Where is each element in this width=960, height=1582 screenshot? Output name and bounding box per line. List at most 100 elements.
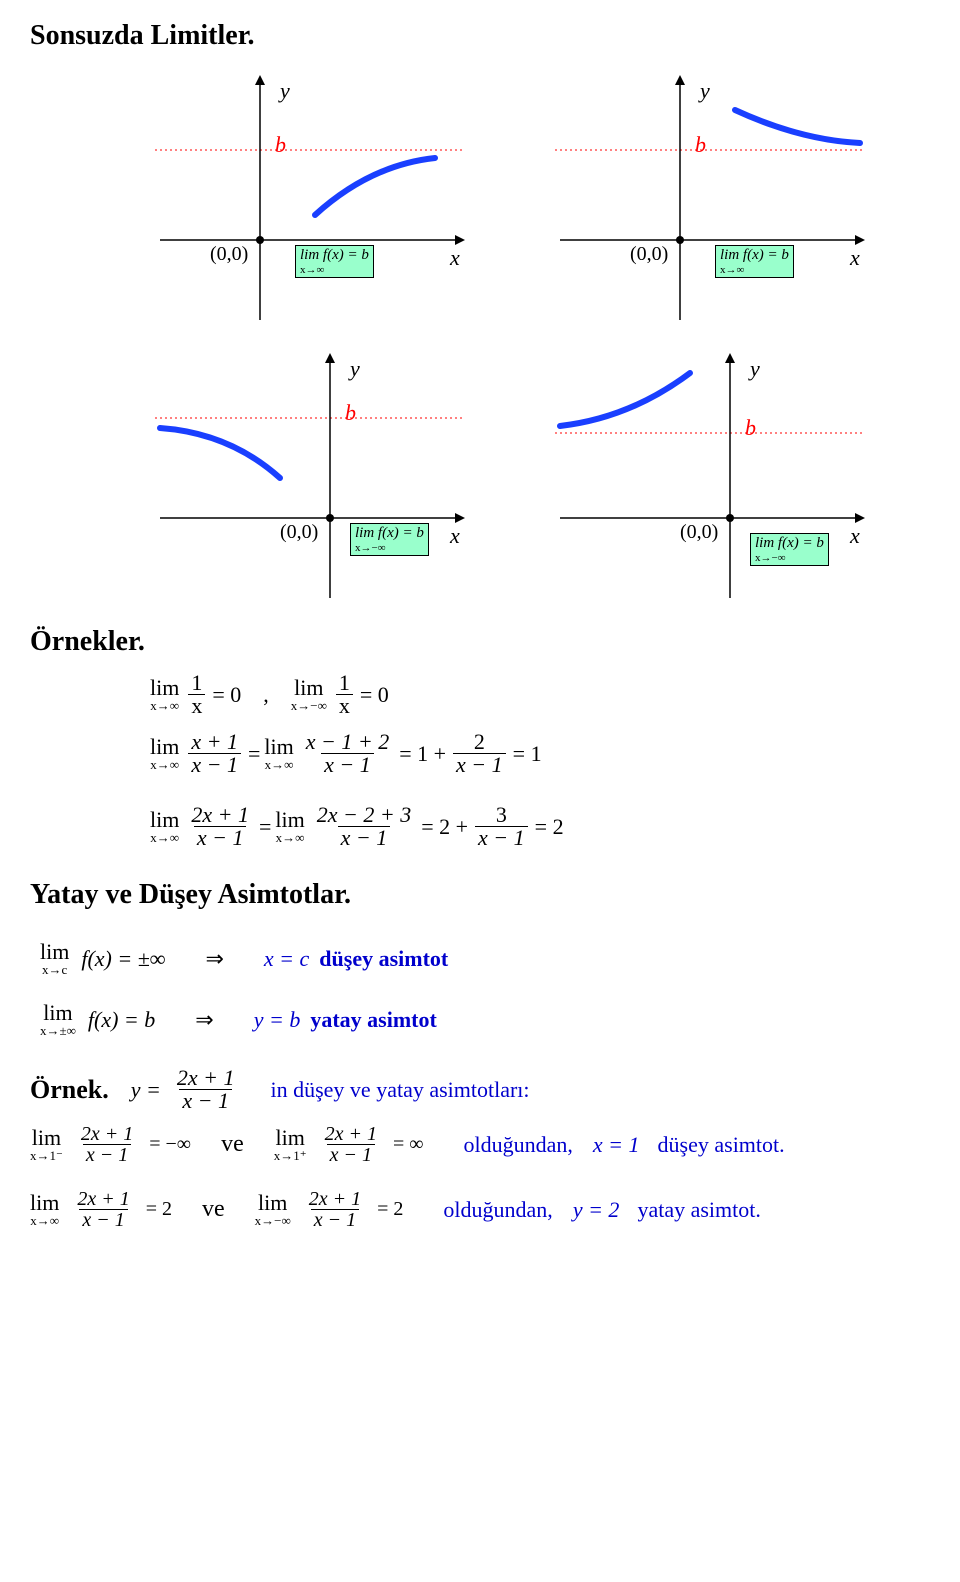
origin: (0,0) [280, 521, 318, 544]
page-title: Sonsuzda Limitler. [30, 20, 930, 52]
eq: = 1 + [399, 743, 446, 765]
ex-row-1: limx→∞ 1x = 0 , limx→−∞ 1x = 0 [150, 672, 930, 717]
t: lim [40, 941, 69, 963]
y-label: y [700, 78, 710, 104]
d: x − 1 [86, 1144, 128, 1166]
body: f(x) = b [88, 1007, 155, 1032]
n: 2 [471, 731, 488, 753]
ornek-row-2: limx→∞ 2x + 1x − 1 = 2 ve limx→−∞ 2x + 1… [30, 1189, 930, 1230]
b: x→∞ [265, 758, 294, 771]
old: olduğundan, [443, 1197, 552, 1223]
d: x − 1 [341, 825, 388, 850]
d: x − 1 [324, 752, 371, 777]
b-label: b [275, 132, 286, 158]
graph-row-2: y x b (0,0) lim f(x) = b x→−∞ y x b (0,0… [150, 348, 930, 608]
blue-a: y = b [254, 1007, 301, 1032]
graph-2: y x b (0,0) lim f(x) = b x→∞ [550, 70, 870, 330]
b: x→±∞ [40, 1024, 76, 1037]
res2: yatay asimtot. [637, 1197, 760, 1223]
f2-bot: x→∞ [720, 264, 789, 276]
origin: (0,0) [210, 243, 248, 266]
x-label: x [850, 245, 860, 271]
n: 2x + 1 [81, 1123, 133, 1145]
b: x→∞ [150, 831, 179, 844]
ex-row-3: limx→∞ 2x + 1x − 1 = limx→∞ 2x − 2 + 3x … [150, 804, 930, 849]
arrow-icon: ⇒ [195, 1007, 213, 1033]
d: x [336, 694, 353, 717]
formula-1: lim f(x) = b x→∞ [295, 245, 374, 278]
asymptote-heading: Yatay ve Düşey Asimtotlar. [30, 879, 930, 911]
blue-b: yatay asimtot [310, 1007, 436, 1032]
t: lim [150, 736, 179, 758]
f1-top: lim f(x) = b [300, 247, 369, 263]
n: 2x + 1 [177, 1065, 235, 1090]
t: lim [43, 1002, 72, 1024]
formula-3: lim f(x) = b x→−∞ [350, 523, 429, 556]
b: x→∞ [276, 831, 305, 844]
as-row-2: limx→±∞ f(x) = b ⇒ y = b yatay asimtot [40, 1002, 930, 1037]
res: y = 2 [573, 1197, 620, 1222]
b: x→∞ [30, 1214, 59, 1227]
res: x = 1 [593, 1132, 640, 1157]
d: x − 1 [197, 825, 244, 850]
d: x − 1 [314, 1209, 356, 1231]
t: lim [150, 809, 179, 831]
graph-1-svg [150, 70, 470, 330]
n: 1 [336, 672, 353, 694]
b: x→c [42, 963, 67, 976]
b: x→−∞ [291, 699, 327, 712]
f2-top: lim f(x) = b [720, 247, 789, 263]
b-label: b [745, 415, 756, 441]
b-label: b [345, 400, 356, 426]
n: 3 [493, 804, 510, 826]
eq: = 2 [535, 816, 564, 838]
origin: (0,0) [680, 521, 718, 544]
x-label: x [450, 245, 460, 271]
examples-heading: Örnekler. [30, 626, 930, 658]
arrow-icon: ⇒ [205, 946, 223, 972]
n: x − 1 + 2 [306, 729, 389, 754]
ex-row-2: limx→∞ x + 1x − 1 = limx→∞ x − 1 + 2x − … [150, 731, 930, 776]
t: lim [150, 677, 179, 699]
d: x [188, 694, 205, 717]
t: lim [32, 1127, 61, 1149]
graph-4-svg [550, 348, 870, 608]
eq: = 2 + [421, 816, 468, 838]
n: 2x + 1 [325, 1123, 377, 1145]
formula-2: lim f(x) = b x→∞ [715, 245, 794, 278]
blue-a: x = c [264, 946, 309, 971]
f3-bot: x→−∞ [355, 542, 424, 554]
x-label: x [450, 523, 460, 549]
t: lim [294, 677, 323, 699]
examples-block: limx→∞ 1x = 0 , limx→−∞ 1x = 0 limx→∞ x … [150, 672, 930, 849]
graph-3-svg [150, 348, 470, 608]
b-label: b [695, 132, 706, 158]
t: lim [264, 736, 293, 758]
graph-4: y x b (0,0) lim f(x) = b x→−∞ [550, 348, 870, 608]
y-label: y [350, 356, 360, 382]
as-row-1: limx→c f(x) = ±∞ ⇒ x = c düşey asimtot [40, 941, 930, 976]
b: x→∞ [150, 758, 179, 771]
old: olduğundan, [464, 1132, 573, 1158]
ornek-desc: in düşey ve yatay asimtotları: [270, 1077, 529, 1103]
n: 1 [188, 672, 205, 694]
d: x − 1 [191, 752, 238, 777]
eq: = 0 [360, 684, 389, 706]
eq: = [248, 743, 260, 765]
d: x − 1 [82, 1209, 124, 1231]
graph-3: y x b (0,0) lim f(x) = b x→−∞ [150, 348, 470, 608]
eq: = [259, 816, 271, 838]
f4-top: lim f(x) = b [755, 535, 824, 551]
graph-row-1: y x b (0,0) lim f(x) = b x→∞ y x b (0,0)… [150, 70, 930, 330]
ornek-row-1: limx→1⁻ 2x + 1x − 1 = −∞ ve limx→1⁺ 2x +… [30, 1124, 930, 1165]
eq: = 1 [513, 743, 542, 765]
eq: = 0 [212, 684, 241, 706]
asymptote-block: limx→c f(x) = ±∞ ⇒ x = c düşey asimtot l… [40, 941, 930, 1037]
y-label: y [750, 356, 760, 382]
f3-top: lim f(x) = b [355, 525, 424, 541]
graph-1: y x b (0,0) lim f(x) = b x→∞ [150, 70, 470, 330]
d: x − 1 [456, 752, 503, 777]
eq: = −∞ [149, 1133, 191, 1156]
n: x + 1 [191, 729, 238, 754]
n: 2x + 1 [309, 1188, 361, 1210]
